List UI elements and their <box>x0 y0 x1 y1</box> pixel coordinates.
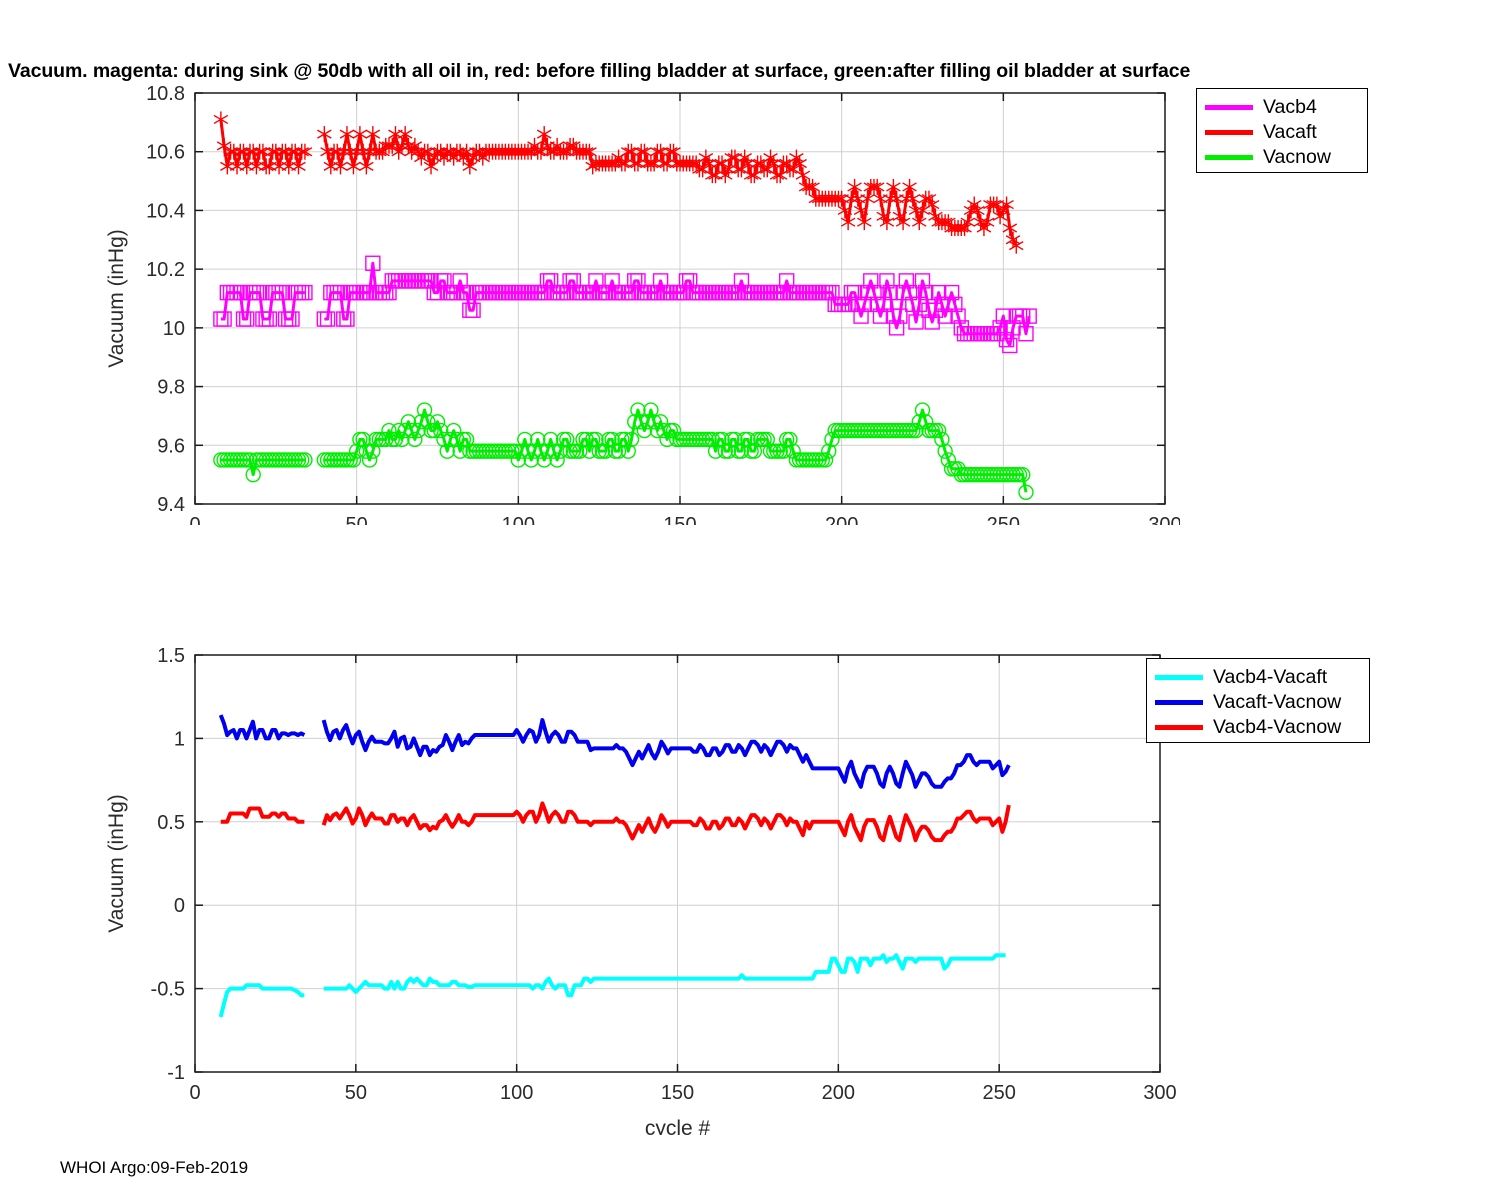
series-Vacb4 <box>213 255 1037 354</box>
line-Vacaft <box>219 119 1018 247</box>
legend-entry: Vacaft <box>1205 120 1357 145</box>
series-Vacaft-Vacnow <box>218 714 1011 789</box>
line-Vacb4-Vacnow <box>220 801 1011 843</box>
y-axis-label: Vacuum (inHg) <box>105 229 128 368</box>
x-axis-label: cycle # <box>645 1117 711 1135</box>
ytick-label: 0.5 <box>157 812 185 834</box>
xtick-label: 150 <box>663 514 696 525</box>
legend-label: Vacaft-Vacnow <box>1213 691 1342 713</box>
legend-swatch <box>1205 105 1253 110</box>
markers-Vacaft <box>213 111 1024 254</box>
ytick-label: 10.2 <box>146 259 185 281</box>
xtick-label: 50 <box>345 1082 367 1104</box>
series-Vacaft <box>213 111 1024 254</box>
ytick-label: -1 <box>167 1062 185 1084</box>
ytick-label: 1.5 <box>157 645 185 667</box>
legend-swatch <box>1155 725 1203 730</box>
ytick-label: 9.6 <box>157 435 185 457</box>
ytick-label: 10.4 <box>146 200 185 222</box>
legend-swatch <box>1205 130 1253 135</box>
xtick-label: 0 <box>189 1082 200 1104</box>
xtick-label: 100 <box>502 514 535 525</box>
ytick-label: 10.8 <box>146 85 185 105</box>
legend-label: Vacb4 <box>1263 96 1317 118</box>
line-Vacnow <box>220 408 1028 493</box>
figure-footer: WHOI Argo:09-Feb-2019 <box>60 1158 249 1177</box>
xtick-label: 50 <box>346 514 368 525</box>
line-Vacb4-Vacaft <box>218 953 1006 1018</box>
line-Vacaft-Vacnow <box>218 714 1011 789</box>
legend-entry: Vacb4 <box>1205 95 1357 120</box>
xtick-label: 300 <box>1148 514 1180 525</box>
figure-title: Vacuum. magenta: during sink @ 50db with… <box>8 60 1191 82</box>
series-Vacnow <box>213 402 1034 500</box>
ytick-label: -0.5 <box>151 979 185 1001</box>
legend-top: Vacb4 Vacaft Vacnow <box>1196 88 1368 173</box>
legend-entry: Vacaft-Vacnow <box>1155 690 1359 715</box>
y-axis-label: Vacuum (inHg) <box>105 794 128 933</box>
xtick-label: 100 <box>500 1082 533 1104</box>
xtick-label: 300 <box>1143 1082 1176 1104</box>
xtick-label: 200 <box>822 1082 855 1104</box>
legend-label: Vacb4-Vacaft <box>1213 666 1328 688</box>
line-Vacb4 <box>220 261 1031 347</box>
ytick-label: 10 <box>163 318 185 340</box>
legend-swatch <box>1205 155 1253 160</box>
legend-label: Vacb4-Vacnow <box>1213 716 1342 738</box>
ytick-label: 1 <box>174 728 185 750</box>
ytick-label: 9.4 <box>157 494 185 516</box>
legend-swatch <box>1155 675 1203 680</box>
xtick-label: 0 <box>189 514 200 525</box>
axes-bottom-differences: -1 -0.5 0 0.5 1 1.5 0 50 100 150 200 250 300 Vacuum (… <box>0 645 1180 1135</box>
legend-swatch <box>1155 700 1203 705</box>
legend-bottom: Vacb4-Vacaft Vacaft-Vacnow Vacb4-Vacnow <box>1146 658 1370 743</box>
xtick-label: 250 <box>987 514 1020 525</box>
legend-entry: Vacnow <box>1205 145 1357 170</box>
ytick-label: 10.6 <box>146 142 185 164</box>
ytick-label: 9.8 <box>157 377 185 399</box>
series-Vacb4-Vacnow <box>220 801 1011 843</box>
xtick-label: 200 <box>825 514 858 525</box>
series-Vacb4-Vacaft <box>218 953 1006 1018</box>
legend-entry: Vacb4-Vacnow <box>1155 715 1359 740</box>
xtick-label: 150 <box>661 1082 694 1104</box>
legend-label: Vacaft <box>1263 121 1317 143</box>
ytick-label: 0 <box>174 895 185 917</box>
xtick-label: 250 <box>982 1082 1015 1104</box>
legend-entry: Vacb4-Vacaft <box>1155 665 1359 690</box>
axes-top-vacuum: 9.4 9.6 9.8 10 10.2 10.4 10.6 10.8 0 50 100 150 200 2… <box>0 85 1180 525</box>
legend-label: Vacnow <box>1263 146 1331 168</box>
